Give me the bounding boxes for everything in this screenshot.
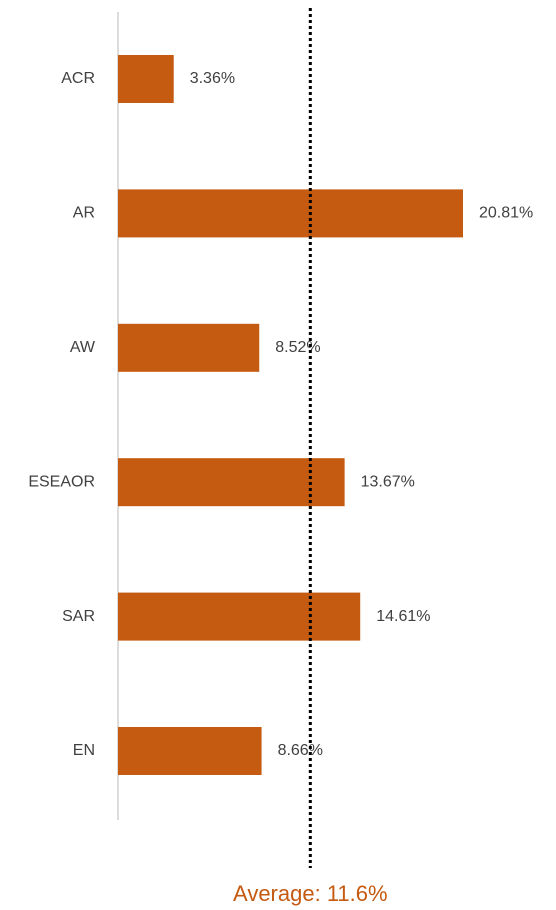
value-label: 3.36%: [190, 70, 235, 87]
average-label: Average: 11.6%: [233, 881, 388, 906]
category-label: ESEAOR: [28, 473, 95, 490]
category-label: SAR: [62, 608, 95, 625]
bar: [118, 592, 361, 641]
category-label: EN: [73, 742, 95, 759]
value-label: 13.67%: [361, 473, 415, 490]
category-label: ACR: [61, 70, 95, 87]
value-label: 8.66%: [278, 742, 323, 759]
category-label: AW: [70, 339, 96, 356]
value-label: 14.61%: [376, 608, 430, 625]
value-label: 20.81%: [479, 205, 533, 222]
bar: [118, 189, 463, 238]
bar: [118, 727, 262, 775]
bar: [118, 323, 260, 372]
bar: [118, 458, 345, 507]
value-label: 8.52%: [275, 339, 320, 356]
category-label: AR: [73, 205, 95, 222]
bar: [118, 55, 174, 103]
